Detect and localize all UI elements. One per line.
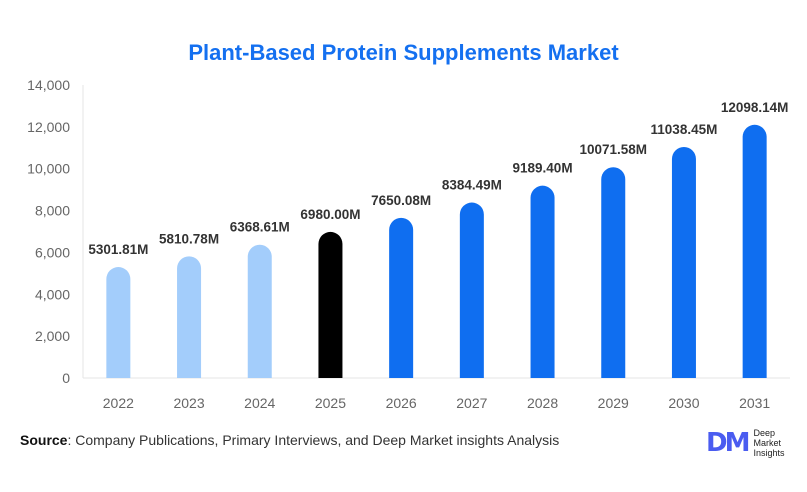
source-note: Source: Company Publications, Primary In… — [20, 432, 559, 448]
bar-2027 — [459, 202, 484, 378]
x-tick-label: 2027 — [456, 395, 487, 411]
data-label: 5301.81M — [88, 242, 148, 257]
y-tick-label: 6,000 — [35, 244, 70, 260]
data-label: 10071.58M — [579, 142, 647, 157]
bar-2030 — [671, 146, 696, 378]
data-label: 11038.45M — [651, 122, 718, 137]
bar-2024 — [247, 244, 272, 378]
y-tick-label: 14,000 — [27, 77, 70, 93]
chart-title: Plant-Based Protein Supplements Market — [188, 40, 619, 65]
bar-2025 — [318, 231, 343, 378]
x-tick-label: 2029 — [598, 395, 629, 411]
x-tick-label: 2025 — [315, 395, 346, 411]
data-label: 12098.14M — [721, 100, 789, 115]
bar-2031 — [742, 124, 767, 378]
source-label: Source — [20, 432, 68, 448]
bar-2028 — [530, 185, 555, 378]
y-tick-label: 12,000 — [27, 119, 70, 135]
x-tick-label: 2028 — [527, 395, 558, 411]
x-tick-label: 2023 — [173, 395, 204, 411]
logo-line: Deep — [753, 428, 775, 438]
bar-chart: 0 2,000 4,000 6,000 8,000 10,000 12,000 14,000 5… — [27, 77, 790, 411]
data-label: 7650.08M — [371, 193, 431, 208]
y-tick-label: 2,000 — [35, 328, 70, 344]
logo-line: Market — [753, 438, 781, 448]
data-label: 6980.00M — [300, 207, 360, 222]
logo: DM Deep Market Insights — [706, 428, 785, 458]
x-tick-label: 2031 — [739, 395, 770, 411]
data-label: 9189.40M — [513, 161, 573, 176]
x-tick-label: 2030 — [668, 395, 699, 411]
bar-2022 — [106, 267, 131, 378]
bar-2023 — [177, 256, 202, 378]
bar-2026 — [389, 217, 414, 378]
data-label: 5810.78M — [159, 231, 219, 246]
logo-line: Insights — [753, 448, 785, 458]
y-tick-label: 8,000 — [35, 203, 70, 219]
bar-2029 — [601, 167, 626, 378]
source-text: : Company Publications, Primary Intervie… — [67, 432, 560, 448]
data-label: 6368.61M — [230, 220, 290, 235]
x-tick-label: 2022 — [103, 395, 134, 411]
y-tick-label: 10,000 — [27, 161, 70, 177]
logo-mark: DM — [706, 428, 751, 458]
x-tick-label: 2024 — [244, 395, 275, 411]
y-tick-label: 4,000 — [35, 286, 70, 302]
x-tick-label: 2026 — [386, 395, 417, 411]
data-label: 8384.49M — [442, 178, 502, 193]
y-tick-label: 0 — [62, 370, 70, 386]
